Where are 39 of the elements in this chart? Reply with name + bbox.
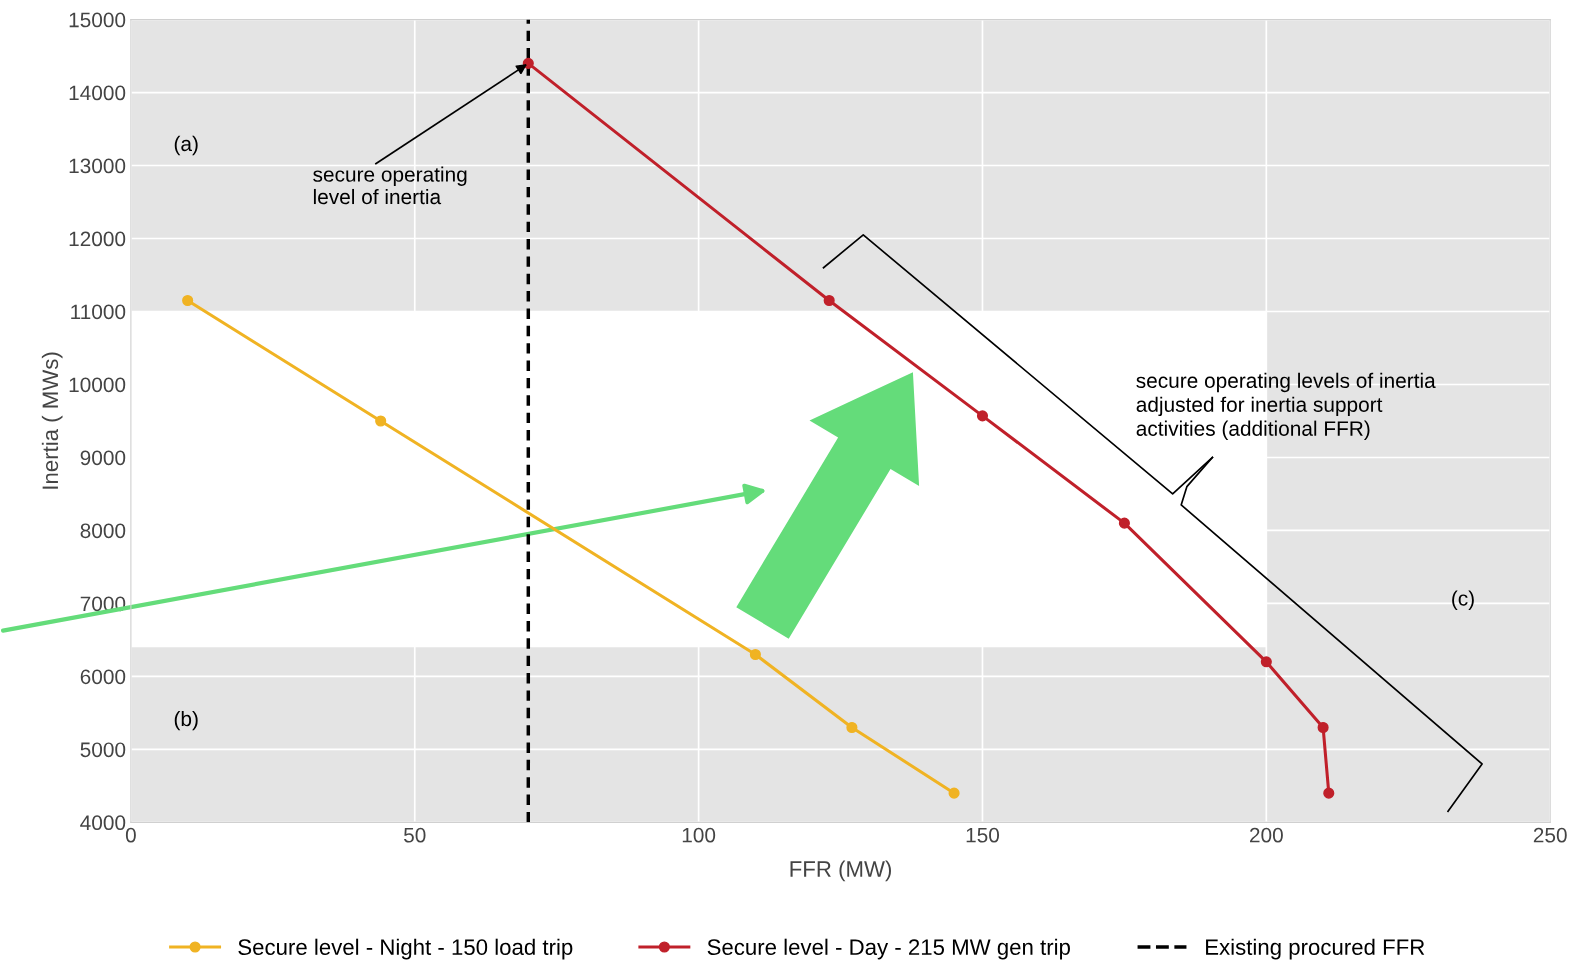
x-tick-label: 50 xyxy=(404,827,426,843)
x-tick-label: 150 xyxy=(966,827,1000,843)
point xyxy=(1317,721,1329,734)
point xyxy=(1323,787,1335,799)
y-tick-label: 8000 xyxy=(80,523,126,539)
y-tick-label: 6000 xyxy=(80,669,126,685)
y-tick-label: 14000 xyxy=(69,85,126,101)
x-tick-label: 200 xyxy=(1250,827,1283,843)
y-tick-label: 5000 xyxy=(80,742,126,758)
point xyxy=(1260,656,1272,668)
x-tick-label: 250 xyxy=(1533,827,1567,843)
band-label: (a) xyxy=(174,135,198,156)
band-label: (b) xyxy=(174,710,198,731)
point xyxy=(522,57,534,69)
y-tick-label: 11000 xyxy=(71,304,126,320)
point xyxy=(846,721,858,734)
legend-label: Secure level - Day - 215 MW gen trip xyxy=(707,938,1070,960)
x-axis-title: FFR (MW) xyxy=(790,860,891,882)
band-label: (c) xyxy=(1452,590,1474,610)
y-tick-label: 4000 xyxy=(80,815,126,831)
annotation: secure operating levels of inertia adjusted for inertia support activities (additional FFR) xyxy=(1136,372,1436,441)
point xyxy=(1118,517,1130,529)
y-tick-label: 12000 xyxy=(69,231,126,247)
legend-label: Existing procured FFR xyxy=(1206,938,1425,960)
point xyxy=(375,415,387,427)
annotation: secure operating level of inertia xyxy=(313,166,467,205)
point xyxy=(823,294,835,307)
point xyxy=(976,410,989,422)
y-tick-label: 9000 xyxy=(80,450,126,466)
y-axis-title: Inertia ( MWs) xyxy=(41,352,63,489)
x-tick-label: 100 xyxy=(682,827,716,843)
legend-label: Secure level - Night - 150 load trip xyxy=(238,938,573,960)
point xyxy=(749,648,761,661)
point xyxy=(948,787,960,799)
y-tick-label: 13000 xyxy=(69,158,126,174)
x-tick-label: 0 xyxy=(125,827,136,843)
y-tick-label: 10000 xyxy=(69,377,126,393)
y-tick-label: 15000 xyxy=(69,12,126,28)
point xyxy=(182,294,194,307)
